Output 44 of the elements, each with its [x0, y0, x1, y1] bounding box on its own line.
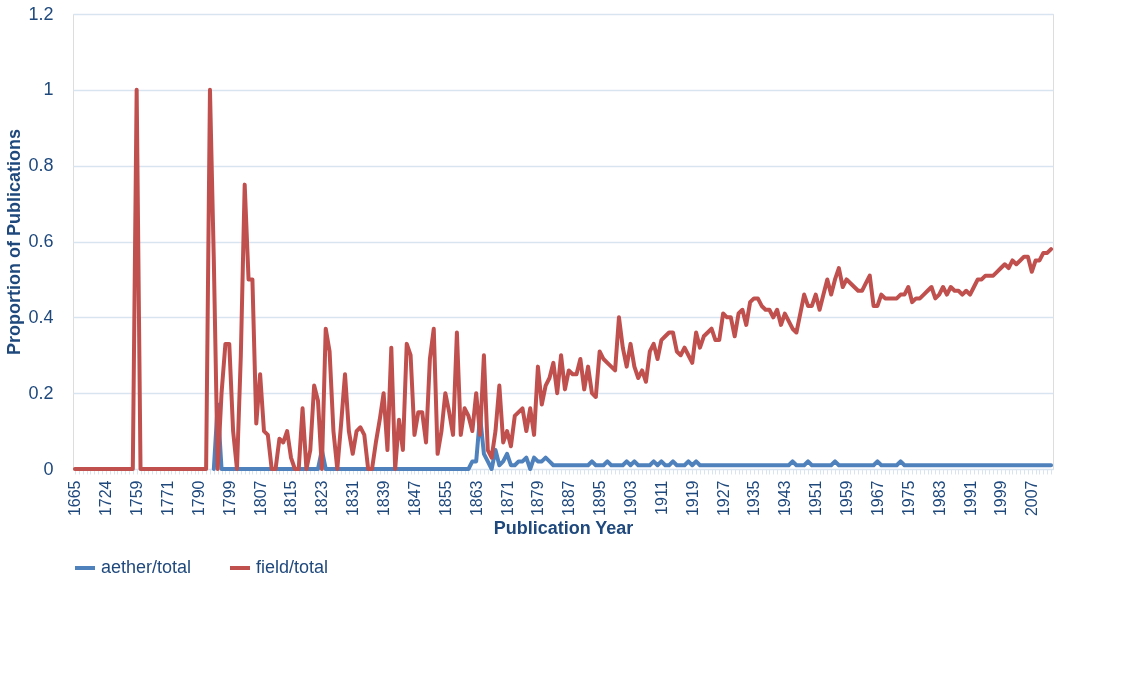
x-axis-title: Publication Year [493, 518, 634, 539]
y-tick-label: 0 [43, 458, 54, 479]
line-series [72, 87, 1054, 471]
x-tick-label: 1999 [992, 480, 1010, 517]
x-tick-label: 1959 [838, 480, 856, 517]
x-tick-label: 1911 [652, 480, 670, 515]
x-tick-label: 1927 [714, 480, 732, 517]
legend-label: aether/total [101, 557, 192, 577]
y-tick-label: 1 [43, 79, 54, 100]
x-tick-label: 1823 [313, 480, 331, 517]
x-tick-label: 2007 [1023, 480, 1041, 517]
x-tick-label: 1951 [807, 480, 825, 517]
x-tick-label: 1847 [405, 480, 423, 517]
x-tick-label: 1871 [498, 480, 516, 517]
x-tick-label: 1983 [930, 480, 948, 517]
x-tick-label: 1815 [282, 480, 300, 517]
x-tick-label: 1943 [776, 480, 794, 517]
x-tick-label: 1724 [97, 480, 115, 517]
x-tick-label: 1967 [868, 480, 886, 517]
x-tick-label: 1975 [899, 480, 917, 517]
y-tick-label: 1.2 [28, 3, 54, 24]
x-tick-label: 1759 [128, 480, 146, 517]
x-tick-label: 1863 [467, 480, 485, 517]
y-tick-label: 0.8 [28, 155, 54, 176]
x-tick-label: 1887 [560, 480, 578, 517]
x-tick-label: 1919 [683, 480, 701, 517]
x-tick-label: 1839 [375, 480, 393, 517]
x-tick-label: 1807 [251, 480, 269, 517]
y-tick-label: 0.2 [28, 382, 54, 403]
y-tick-label: 0.4 [28, 306, 54, 327]
x-tick-label: 1895 [591, 480, 609, 517]
y-axis-title: Proportion of Publications [4, 129, 25, 355]
x-tick-label: 1665 [66, 480, 84, 517]
x-tick-label: 1831 [344, 480, 362, 517]
x-tick-label: 1991 [961, 480, 979, 517]
x-tick-label: 1855 [436, 480, 454, 517]
y-tick-label: 0.6 [28, 231, 54, 251]
x-tick-label: 1771 [159, 480, 177, 517]
x-tick-label: 1790 [189, 480, 207, 517]
x-tick-label: 1799 [220, 480, 238, 517]
x-tick-label: 1935 [745, 480, 763, 517]
x-tick-label: 1879 [529, 480, 547, 517]
x-tick-label: 1903 [622, 480, 640, 517]
legend-label: field/total [256, 557, 329, 577]
